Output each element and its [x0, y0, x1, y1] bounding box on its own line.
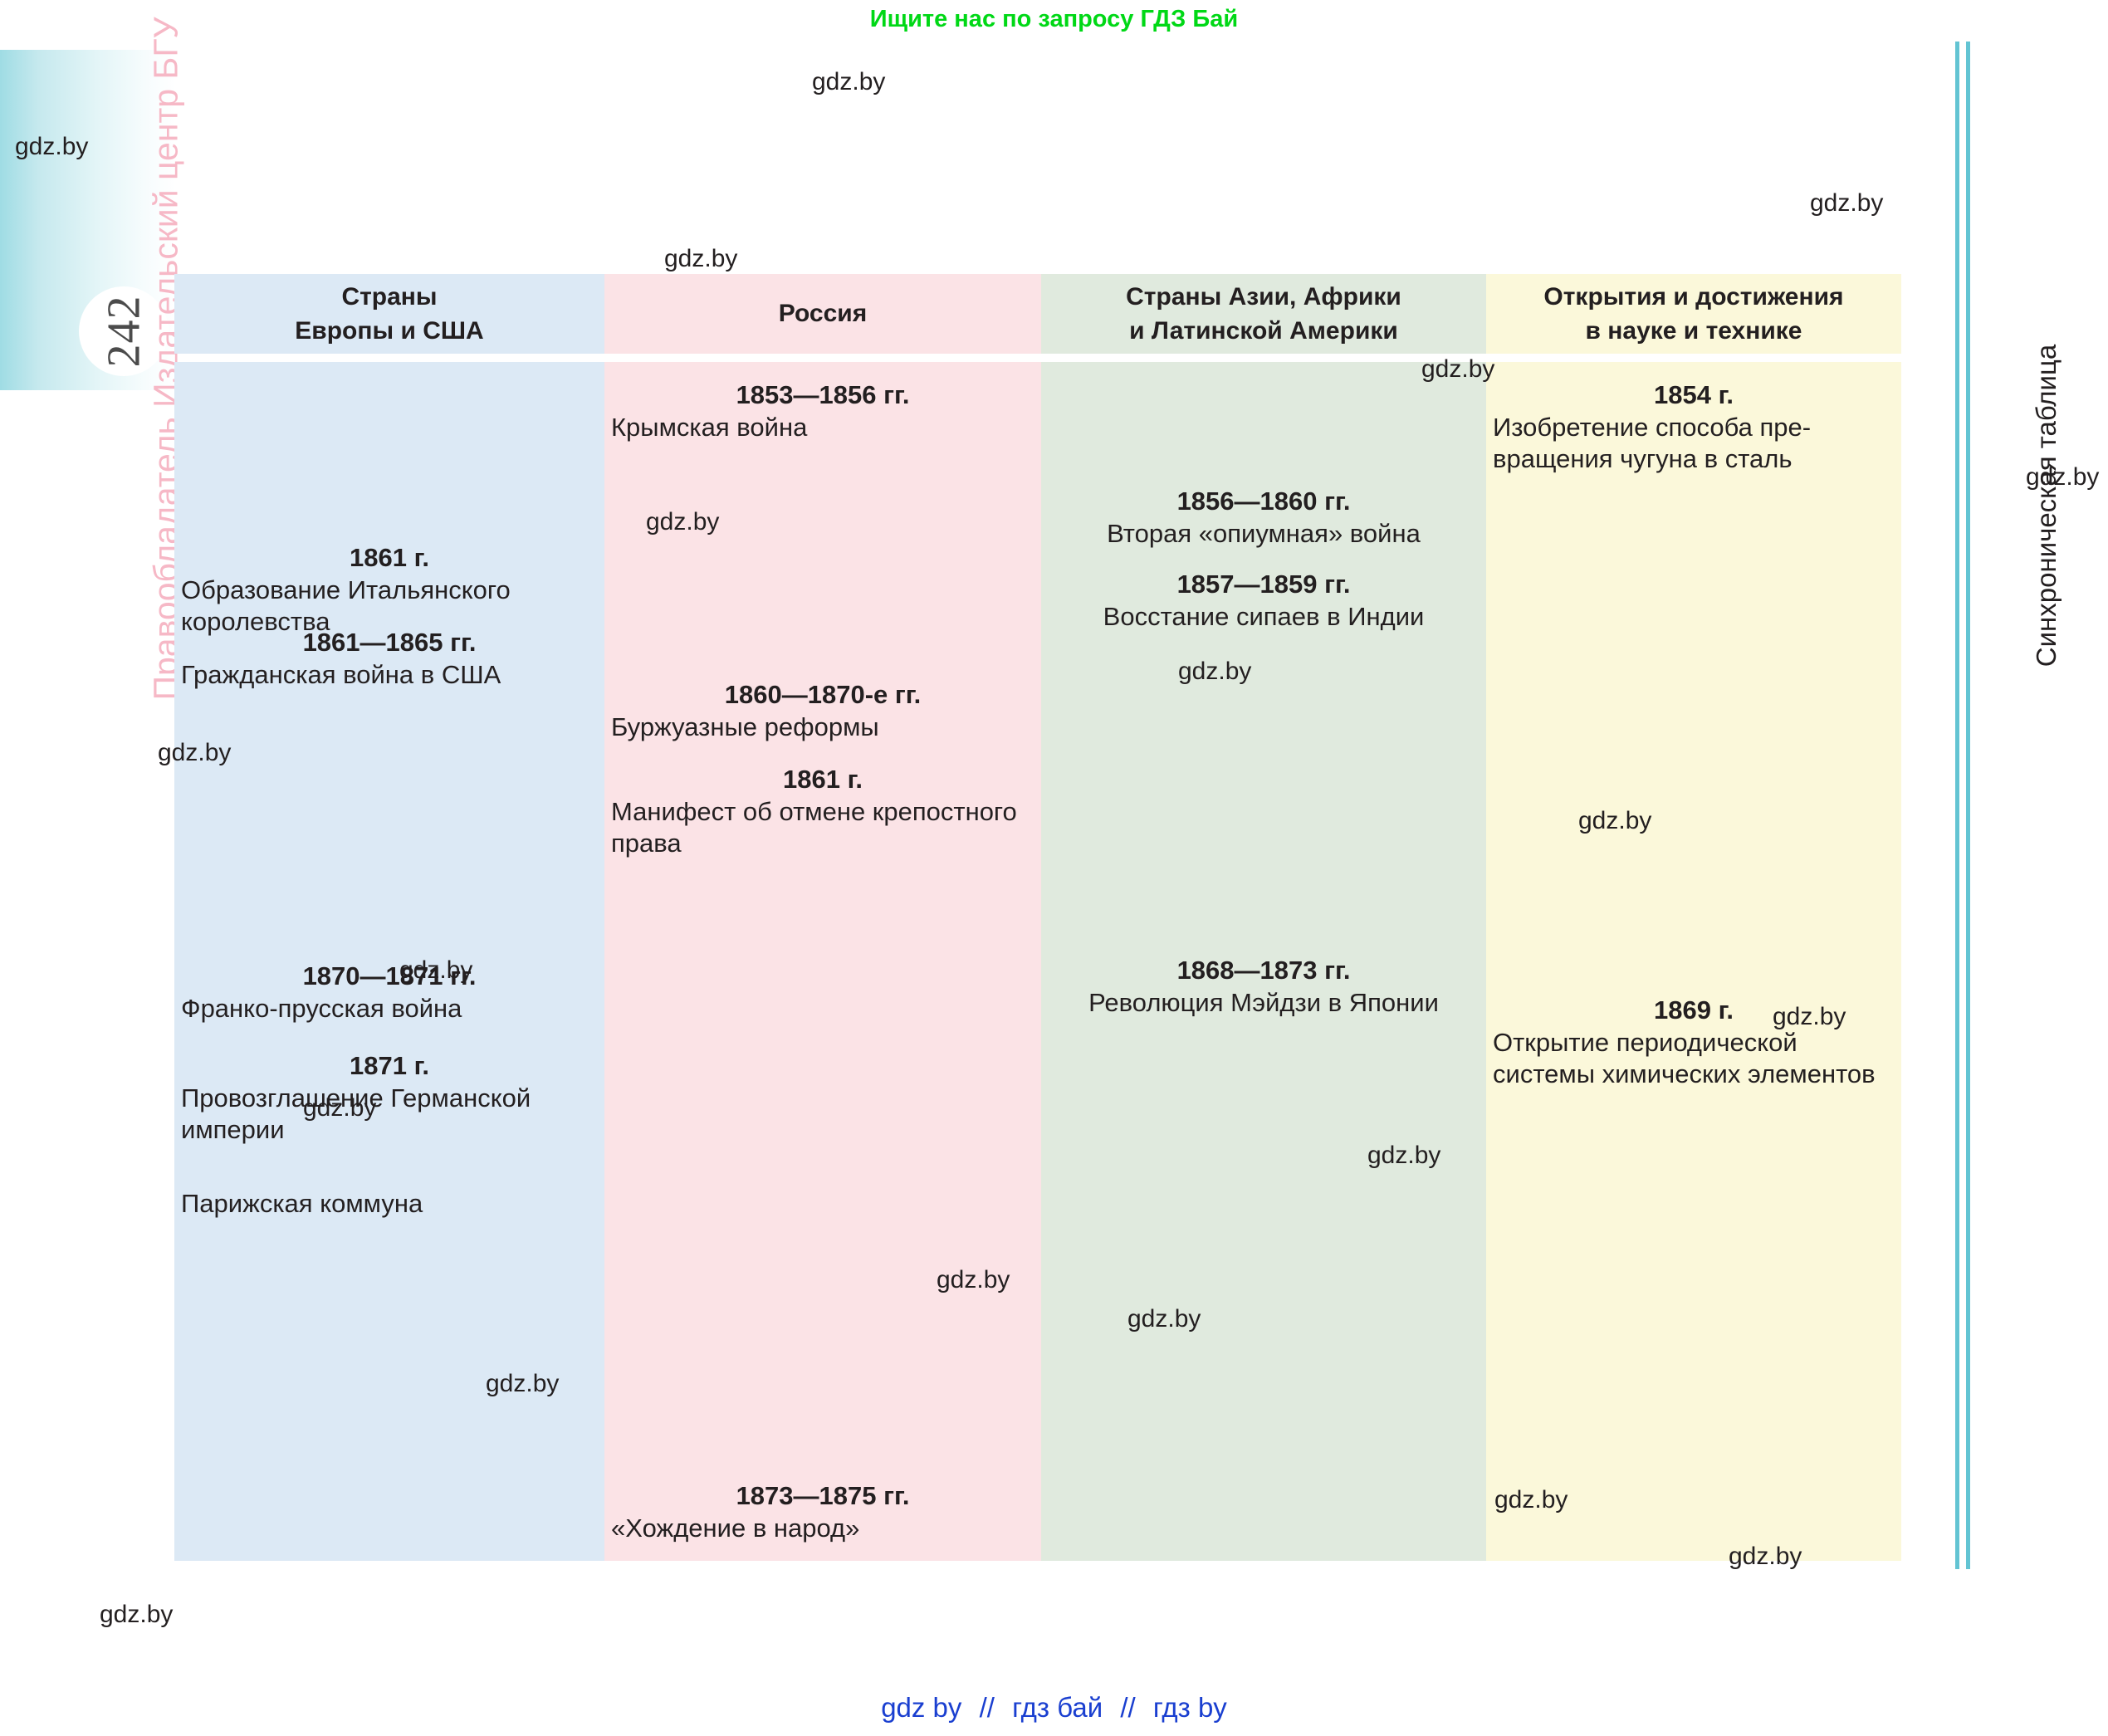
entry-year: 1857—1859 гг. — [1176, 570, 1351, 599]
column-header-line1: Открытия и достижения — [1543, 282, 1844, 311]
column-body-asia-africa-latin-america: 1856—1860 гг. Вторая «опиумная» война 18… — [1041, 362, 1486, 1561]
table-entry: 1856—1860 гг. Вторая «опиумная» война — [1048, 487, 1480, 550]
table-entry: 1861 г. Манифест об отмене кре­постного … — [611, 765, 1034, 859]
entry-event: Парижская коммуна — [181, 1189, 423, 1218]
column-header-line1: Страны — [341, 282, 438, 311]
table-entry: 1861—1865 гг. Гражданская война в США — [181, 628, 598, 691]
column-header-asia-africa-latin-america: Страны Азии, Африки и Латинской Америки — [1041, 274, 1486, 354]
entry-year: 1861 г. — [783, 765, 863, 794]
entry-year: 1853—1856 гг. — [736, 380, 910, 409]
column-header-discoveries: Открытия и достижения в науке и технике — [1486, 274, 1901, 354]
synchronic-table: Страны Европы и США 1861 г. Образование … — [174, 274, 1901, 1561]
table-entry: 1853—1856 гг. Крымская война — [611, 380, 1034, 443]
table-entry: Парижская коммуна — [181, 1188, 598, 1220]
watermark: gdz.by — [812, 68, 886, 95]
column-header-line1: Россия — [778, 300, 868, 328]
column-body-russia: 1853—1856 гг. Крымская война 1860—1870-е… — [604, 362, 1041, 1561]
table-entry: 1871 г. Провозглашение Герман­ской импер… — [181, 1051, 598, 1146]
entry-event: Манифест об отмене кре­постного права — [611, 797, 1017, 858]
table-entry: 1873—1875 гг. «Хождение в народ» — [611, 1481, 1034, 1544]
right-edge-rule — [1955, 42, 1970, 1569]
entry-year: 1868—1873 гг. — [1176, 956, 1351, 985]
rule-bar-inner — [1966, 42, 1970, 1569]
column-header-russia: Россия — [604, 274, 1041, 354]
footer-separator: // — [979, 1692, 995, 1723]
promo-banner: Ищите нас по запросу ГДЗ Бай — [869, 6, 1239, 32]
entry-event: Изобретение способа пре­вращения чугуна … — [1493, 413, 1812, 473]
column-body-discoveries: 1854 г. Изобретение способа пре­вращения… — [1486, 362, 1901, 1561]
watermark: gdz.by — [1810, 189, 1884, 217]
entry-year: 1860—1870-е гг. — [724, 680, 922, 709]
entry-year: 1873—1875 гг. — [736, 1481, 910, 1510]
entry-year: 1871 г. — [350, 1051, 429, 1080]
entry-event: Провозглашение Герман­ской империи — [181, 1083, 531, 1144]
watermark: gdz.by — [664, 245, 738, 272]
entry-event: Вторая «опиумная» война — [1107, 519, 1421, 548]
table-column-russia: Россия 1853—1856 гг. Крымская война 1860… — [604, 274, 1041, 1561]
table-entry: 1869 г. Открытие периодической системы х… — [1493, 995, 1895, 1090]
entry-event: Восстание сипаев в Индии — [1103, 602, 1425, 631]
entry-event: Гражданская война в США — [181, 660, 501, 689]
watermark: gdz.by — [100, 1601, 174, 1628]
table-entry: 1861 г. Образование Итальянского королев… — [181, 543, 598, 638]
entry-year: 1869 г. — [1654, 995, 1734, 1024]
column-header-europe-usa: Страны Европы и США — [174, 274, 604, 354]
footer-link-2[interactable]: гдз бай — [1012, 1692, 1103, 1723]
footer-separator: // — [1120, 1692, 1136, 1723]
entry-year: 1870—1871 гг. — [302, 961, 477, 990]
table-column-asia-africa-latin-america: Страны Азии, Африки и Латинской Америки … — [1041, 274, 1486, 1561]
entry-year: 1856—1860 гг. — [1176, 487, 1351, 516]
table-entry: 1870—1871 гг. Франко-прусская война — [181, 961, 598, 1024]
entry-event: Открытие периодической системы химически… — [1493, 1028, 1876, 1088]
column-header-line2: и Латинской Америки — [1129, 317, 1398, 345]
rule-bar-outer — [1955, 42, 1959, 1569]
entry-event: «Хождение в народ» — [611, 1513, 860, 1543]
entry-event: Образование Итальянского королевства — [181, 575, 511, 636]
table-entry: 1860—1870-е гг. Буржуазные реформы — [611, 680, 1034, 743]
column-header-line2: Европы и США — [295, 317, 484, 345]
entry-event: Буржуазные реформы — [611, 712, 879, 741]
page-number: 242 — [98, 295, 149, 368]
table-column-europe-usa: Страны Европы и США 1861 г. Образование … — [174, 274, 604, 1561]
entry-year: 1854 г. — [1654, 380, 1734, 409]
column-header-line1: Страны Азии, Африки — [1126, 282, 1401, 311]
entry-year: 1861—1865 гг. — [302, 628, 477, 657]
table-entry: 1854 г. Изобретение способа пре­вращения… — [1493, 380, 1895, 475]
footer-links: gdz by // гдз бай // гдз by — [0, 1692, 2108, 1724]
table-entry: 1868—1873 гг. Революция Мэйдзи в Японии — [1048, 956, 1480, 1019]
column-body-europe-usa: 1861 г. Образование Итальянского королев… — [174, 362, 604, 1561]
footer-link-3[interactable]: гдз by — [1152, 1692, 1227, 1723]
entry-event: Крымская война — [611, 413, 808, 442]
page-number-bubble: 242 — [79, 286, 169, 376]
entry-event: Франко-прусская война — [181, 994, 462, 1023]
footer-link-1[interactable]: gdz by — [881, 1692, 962, 1723]
entry-year: 1861 г. — [350, 543, 429, 572]
table-entry: 1857—1859 гг. Восстание сипаев в Индии — [1048, 570, 1480, 633]
table-column-discoveries: Открытия и достижения в науке и технике … — [1486, 274, 1901, 1561]
section-title-vertical-label: Синхроническая таблица — [2031, 344, 2062, 668]
entry-event: Революция Мэйдзи в Японии — [1088, 988, 1439, 1017]
column-header-line2: в науке и технике — [1585, 317, 1802, 345]
